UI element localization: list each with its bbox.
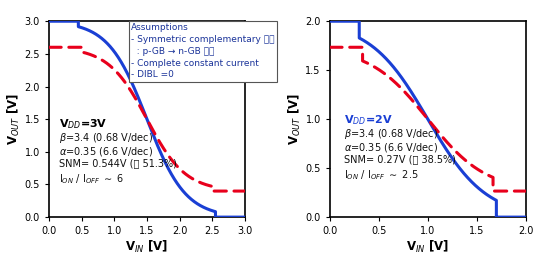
Text: $\beta$=3.4 (0.68 V/dec): $\beta$=3.4 (0.68 V/dec): [343, 127, 438, 141]
Text: SNM= 0.27V (약 38.5%): SNM= 0.27V (약 38.5%): [343, 154, 455, 165]
Text: $\alpha$=0.35 (6.6 V/dec): $\alpha$=0.35 (6.6 V/dec): [343, 141, 438, 154]
Text: I$_{ON}$ / I$_{OFF}$ $\sim$ 2.5: I$_{ON}$ / I$_{OFF}$ $\sim$ 2.5: [343, 168, 418, 182]
Text: I$_{ON}$ / I$_{OFF}$ $\sim$ 6: I$_{ON}$ / I$_{OFF}$ $\sim$ 6: [59, 172, 124, 186]
Text: V$_{DD}$=2V: V$_{DD}$=2V: [343, 113, 392, 127]
X-axis label: V$_{IN}$ [V]: V$_{IN}$ [V]: [126, 239, 169, 255]
Y-axis label: V$_{OUT}$ [V]: V$_{OUT}$ [V]: [287, 93, 303, 145]
Text: $\alpha$=0.35 (6.6 V/dec): $\alpha$=0.35 (6.6 V/dec): [59, 145, 153, 158]
Text: $\beta$=3.4 (0.68 V/dec): $\beta$=3.4 (0.68 V/dec): [59, 131, 153, 145]
Text: Assumptions
- Symmetric complementary 특성
  : p-GB → n-GB 대칭
- Complete constant : Assumptions - Symmetric complementary 특성…: [131, 23, 275, 79]
Text: SNM= 0.544V (약 51.3%): SNM= 0.544V (약 51.3%): [59, 158, 177, 168]
Y-axis label: V$_{OUT}$ [V]: V$_{OUT}$ [V]: [5, 93, 22, 145]
X-axis label: V$_{IN}$ [V]: V$_{IN}$ [V]: [406, 239, 450, 255]
Text: V$_{DD}$=3V: V$_{DD}$=3V: [59, 117, 107, 131]
